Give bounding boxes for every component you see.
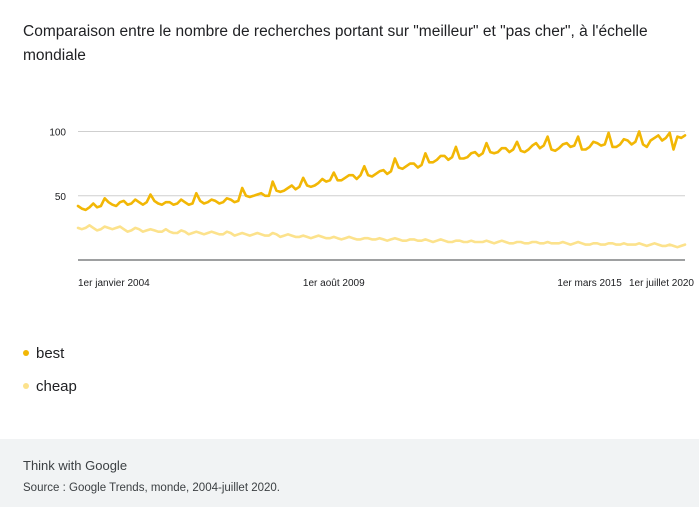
y-tick-label: 100 bbox=[49, 128, 66, 139]
footer-source: Source : Google Trends, monde, 2004-juil… bbox=[23, 482, 280, 494]
legend-dot-best bbox=[23, 350, 29, 356]
series-line-best bbox=[76, 130, 687, 212]
chart-title: Comparaison entre le nombre de recherche… bbox=[23, 23, 648, 64]
legend-label-best: best bbox=[36, 344, 65, 362]
y-tick-label: 50 bbox=[55, 192, 67, 203]
footer: Think with Google Source : Google Trends… bbox=[0, 439, 699, 507]
x-tick-label: 1er juillet 2020 bbox=[629, 278, 694, 289]
legend-item-cheap[interactable]: cheap bbox=[23, 375, 77, 397]
line-chart: 50 100 1er janvier 2004 1er août 2009 1er ma… bbox=[49, 128, 694, 290]
legend-item-best[interactable]: best bbox=[23, 342, 77, 364]
legend-label-cheap: cheap bbox=[36, 377, 77, 395]
x-tick-label: 1er mars 2015 bbox=[557, 278, 622, 289]
series-line-cheap bbox=[76, 224, 687, 249]
legend: best cheap bbox=[23, 342, 77, 408]
x-tick-label: 1er août 2009 bbox=[303, 278, 365, 289]
legend-dot-cheap bbox=[23, 383, 29, 389]
footer-brand: Think with Google bbox=[23, 458, 128, 473]
x-tick-label: 1er janvier 2004 bbox=[78, 278, 150, 289]
